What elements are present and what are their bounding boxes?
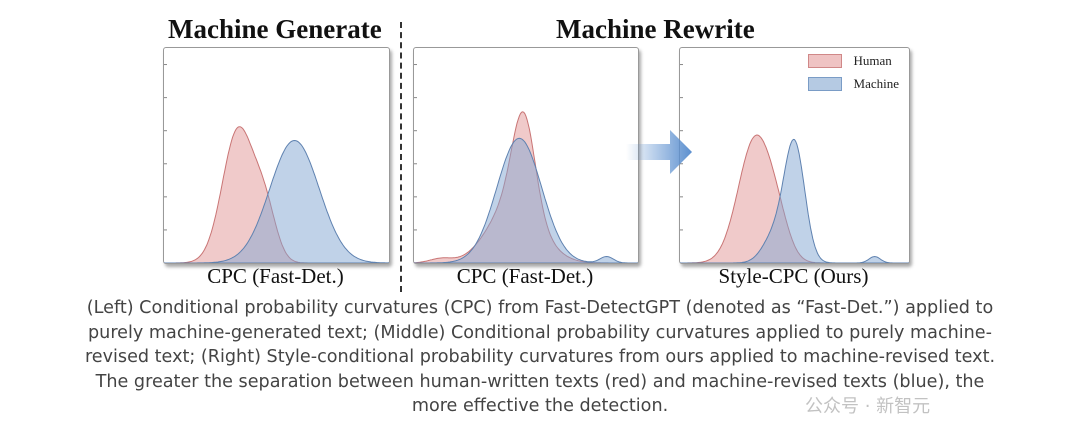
title-machine-rewrite: Machine Rewrite — [556, 14, 755, 44]
xlabel-right: Style-CPC (Ours) — [718, 264, 869, 288]
caption-line: more effective the detection. — [411, 396, 669, 416]
legend-label: Machine — [853, 76, 899, 91]
arrow-icon — [626, 130, 692, 174]
xlabel-left: CPC (Fast-Det.) — [207, 264, 344, 288]
caption-line: purely machine-generated text; (Middle) … — [88, 322, 992, 343]
density-plot — [414, 64, 638, 263]
figure-caption: (Left) Conditional probability curvature… — [0, 296, 1080, 419]
legend-label: Human — [853, 53, 892, 68]
density-plot — [164, 64, 389, 263]
legend-item-machine: Machine — [807, 76, 899, 92]
legend-item-human: Human — [807, 53, 899, 69]
density-machine — [680, 138, 909, 263]
xlabel-middle: CPC (Fast-Det.) — [456, 264, 594, 288]
dashed-divider — [400, 22, 402, 292]
panel-machine-rewrite-cpc — [413, 47, 639, 264]
legend: Human Machine — [807, 53, 899, 99]
density-machine — [414, 137, 638, 263]
panel-machine-generate — [163, 47, 390, 264]
density-machine — [164, 139, 389, 263]
title-machine-generate: Machine Generate — [168, 14, 382, 44]
watermark: 公众号 · 新智元 — [805, 396, 931, 417]
legend-swatch-machine — [807, 77, 842, 91]
density-plot — [680, 64, 909, 263]
caption-line: The greater the separation between human… — [95, 371, 985, 392]
caption-line: (Left) Conditional probability curvature… — [86, 298, 994, 318]
panel-machine-rewrite-style-cpc: Human Machine — [679, 47, 910, 264]
legend-swatch-human — [807, 54, 842, 68]
caption-line: revised text; (Right) Style-conditional … — [84, 347, 996, 367]
